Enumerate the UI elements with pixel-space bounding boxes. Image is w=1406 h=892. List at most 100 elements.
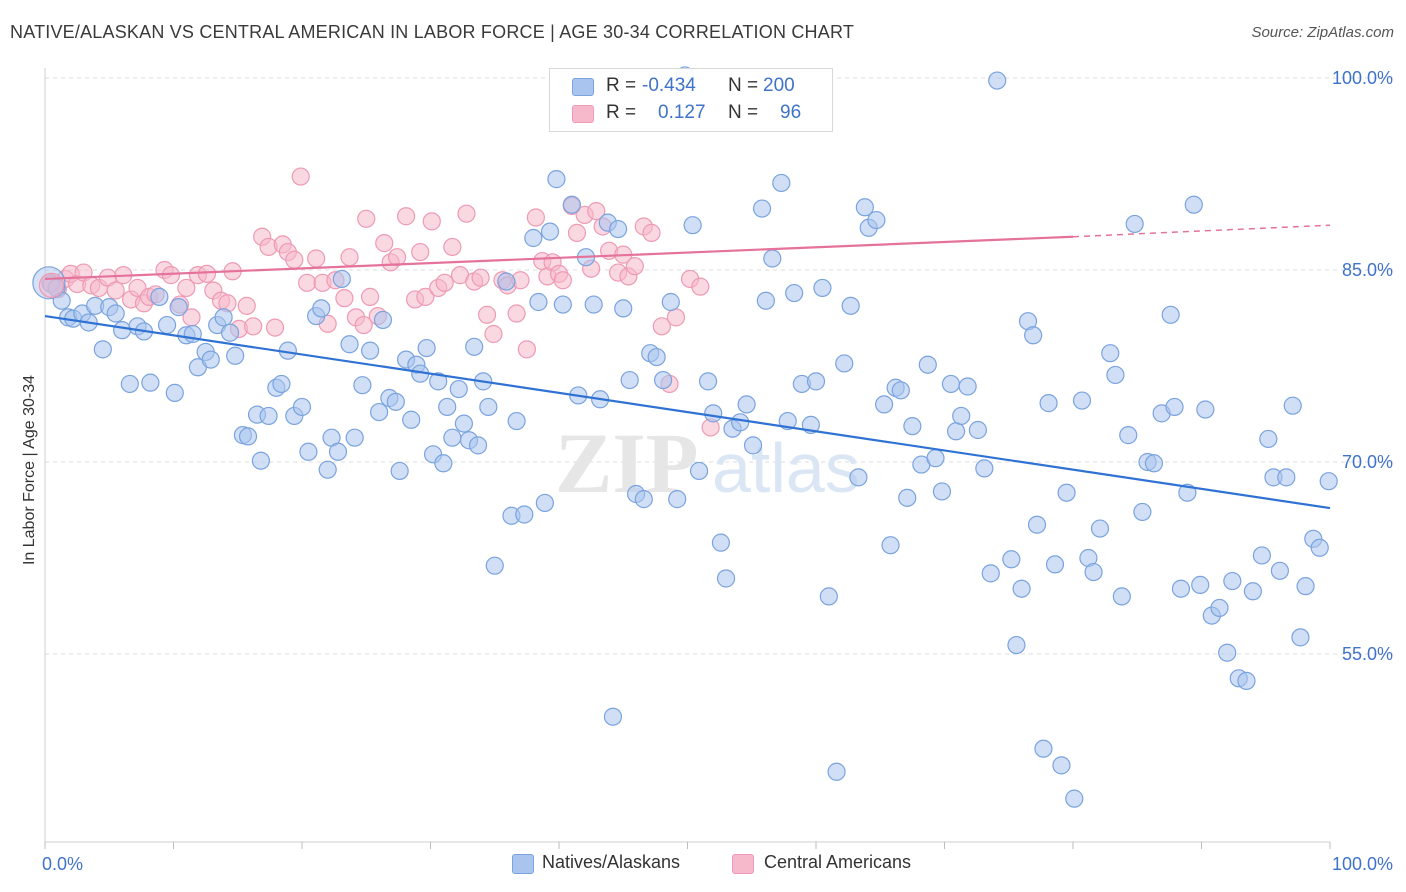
point-natives: [497, 272, 516, 291]
point-natives: [165, 383, 184, 402]
point-natives: [689, 461, 709, 481]
point-natives: [941, 374, 961, 394]
point-central-americans: [375, 234, 394, 253]
point-natives: [609, 219, 628, 239]
point-natives: [1012, 579, 1031, 598]
point-central-americans: [443, 237, 462, 257]
point-central-americans: [291, 167, 310, 186]
point-central-americans: [340, 248, 359, 267]
point-natives: [1007, 635, 1026, 655]
point-natives: [1223, 571, 1242, 591]
point-natives: [201, 350, 220, 369]
bottom-legend-label: Natives/Alaskans: [542, 852, 681, 872]
point-natives: [881, 536, 900, 555]
point-natives: [737, 395, 756, 414]
point-natives: [958, 377, 977, 396]
point-natives: [1291, 628, 1310, 647]
point-natives: [875, 395, 894, 414]
point-natives: [361, 341, 380, 360]
point-natives: [716, 569, 736, 588]
point-natives: [841, 296, 860, 315]
point-natives: [704, 404, 723, 423]
point-central-americans: [484, 324, 503, 344]
point-natives: [345, 428, 364, 447]
point-natives: [1319, 472, 1338, 491]
point-natives: [259, 406, 278, 426]
point-central-americans: [652, 317, 671, 336]
point-natives: [220, 323, 240, 342]
point-natives: [1133, 502, 1152, 522]
point-natives: [1210, 598, 1229, 618]
point-central-americans: [471, 268, 490, 287]
point-natives: [634, 490, 653, 509]
point-natives: [855, 198, 874, 217]
point-central-americans: [642, 223, 661, 242]
x-tick-label: 100.0%: [1332, 854, 1393, 874]
point-central-americans: [354, 315, 373, 335]
point-natives: [988, 71, 1007, 90]
legend-n-label: N =: [728, 102, 759, 123]
point-central-americans: [587, 202, 606, 221]
point-natives: [112, 321, 132, 340]
point-natives: [1277, 468, 1296, 487]
point-natives: [515, 505, 534, 524]
point-natives: [417, 338, 436, 358]
point-natives: [849, 468, 868, 487]
point-natives: [903, 417, 922, 436]
point-natives: [443, 428, 462, 447]
point-natives: [1165, 397, 1184, 417]
point-natives: [386, 392, 405, 411]
point-natives: [1027, 515, 1047, 534]
point-central-americans: [177, 278, 196, 298]
point-natives: [370, 402, 389, 422]
point-natives: [813, 278, 832, 298]
point-natives: [898, 488, 917, 507]
point-natives: [1161, 305, 1180, 324]
correlation-legend: R = -0.434 N = 200 R = 0.127 N = 96: [549, 68, 833, 132]
point-natives: [120, 374, 139, 394]
point-natives: [614, 299, 633, 318]
point-natives: [661, 292, 680, 312]
point-central-americans: [625, 257, 644, 276]
point-natives: [169, 298, 188, 317]
point-central-americans: [435, 273, 454, 292]
point-natives: [434, 454, 453, 473]
point-natives: [1101, 344, 1120, 363]
y-tick-label: 85.0%: [1342, 260, 1393, 280]
point-natives: [926, 449, 945, 468]
point-natives: [157, 315, 177, 335]
point-natives: [1106, 365, 1125, 385]
legend-r-label: R =: [606, 75, 637, 96]
point-natives: [454, 414, 474, 433]
point-natives: [251, 451, 270, 470]
point-central-americans: [422, 212, 441, 231]
y-axis-label: In Labor Force | Age 30-34: [21, 374, 38, 566]
point-natives: [1296, 577, 1315, 596]
point-natives: [479, 397, 498, 417]
point-natives: [562, 195, 581, 214]
point-natives: [214, 308, 233, 327]
point-central-americans: [396, 207, 416, 226]
point-natives: [141, 373, 160, 392]
point-natives: [1144, 454, 1164, 473]
point-natives: [1039, 394, 1058, 413]
legend-swatch-pink: [572, 105, 594, 123]
point-natives: [1252, 546, 1271, 565]
point-central-americans: [691, 277, 710, 296]
point-natives: [272, 374, 291, 394]
point-natives: [468, 436, 488, 455]
point-central-americans: [285, 250, 304, 269]
point-natives: [353, 376, 372, 395]
point-central-americans: [457, 204, 476, 223]
point-natives: [553, 295, 572, 314]
point-natives: [1243, 582, 1263, 601]
point-central-americans: [553, 271, 572, 290]
point-natives: [952, 406, 971, 426]
point-central-americans: [477, 305, 497, 324]
point-natives: [1034, 739, 1053, 758]
point-central-americans: [666, 308, 686, 327]
point-natives: [752, 199, 772, 218]
point-natives: [1237, 671, 1256, 690]
point-natives: [1057, 483, 1076, 502]
